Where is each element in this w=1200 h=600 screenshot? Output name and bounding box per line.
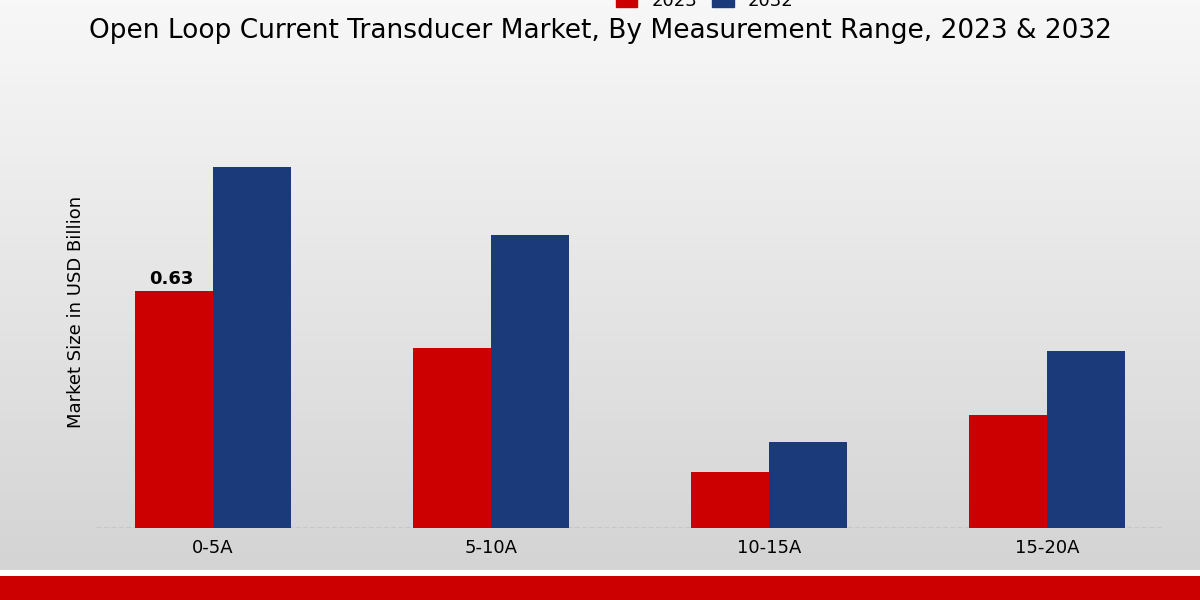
Y-axis label: Market Size in USD Billion: Market Size in USD Billion bbox=[67, 196, 85, 428]
Bar bbox=[1048, 352, 1126, 528]
Bar bbox=[769, 442, 847, 528]
Text: 0.63: 0.63 bbox=[149, 270, 193, 288]
Bar bbox=[134, 292, 212, 528]
Bar bbox=[212, 167, 290, 528]
Bar bbox=[491, 235, 569, 528]
Bar bbox=[413, 347, 491, 528]
Bar bbox=[970, 415, 1048, 528]
Text: Open Loop Current Transducer Market, By Measurement Range, 2023 & 2032: Open Loop Current Transducer Market, By … bbox=[89, 18, 1111, 44]
Legend: 2023, 2032: 2023, 2032 bbox=[608, 0, 802, 17]
Bar bbox=[691, 472, 769, 528]
